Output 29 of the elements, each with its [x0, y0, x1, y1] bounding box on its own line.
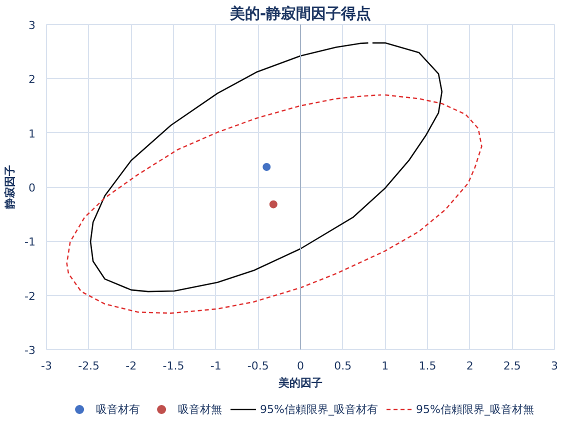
x-tick-label: 0 — [297, 360, 304, 372]
y-axis-title: 静寂因子 — [4, 165, 17, 210]
legend-label: 95%信頼限界_吸音材有 — [260, 402, 378, 416]
y-tick-label: -2 — [24, 290, 36, 303]
line-series — [66, 94, 482, 314]
line-series — [90, 42, 443, 292]
y-tick-label: 3 — [28, 19, 36, 32]
x-tick-label: 1.5 — [418, 360, 436, 372]
legend-label: 吸音材無 — [178, 402, 222, 416]
x-tick-label: -1.5 — [162, 360, 184, 372]
chart-title: 美的-静寂間因子得点 — [228, 4, 372, 22]
x-tick-label: -2.5 — [78, 360, 100, 372]
y-tick-label: 1 — [28, 127, 36, 140]
x-tick-label: -0.5 — [247, 360, 269, 372]
y-tick-label: -3 — [24, 344, 36, 357]
x-tick-label: 3 — [551, 360, 558, 372]
x-tick-label: 2 — [466, 360, 474, 372]
y-tick-label: 2 — [28, 73, 36, 86]
x-axis-title: 美的因子 — [278, 376, 322, 390]
x-tick-label: 1 — [382, 360, 389, 372]
x-tick-label: -2 — [126, 360, 137, 372]
x-tick-label: 2.5 — [503, 360, 521, 372]
x-tick-label: -1 — [210, 360, 222, 372]
legend-label: 95%信頼限界_吸音材無 — [416, 402, 534, 416]
y-tick-label: -1 — [24, 236, 36, 249]
x-tick-label: 0.5 — [334, 360, 352, 372]
legend-label: 吸音材有 — [96, 402, 140, 416]
y-tick-label: 0 — [28, 182, 36, 194]
x-tick-label: -3 — [41, 360, 52, 372]
